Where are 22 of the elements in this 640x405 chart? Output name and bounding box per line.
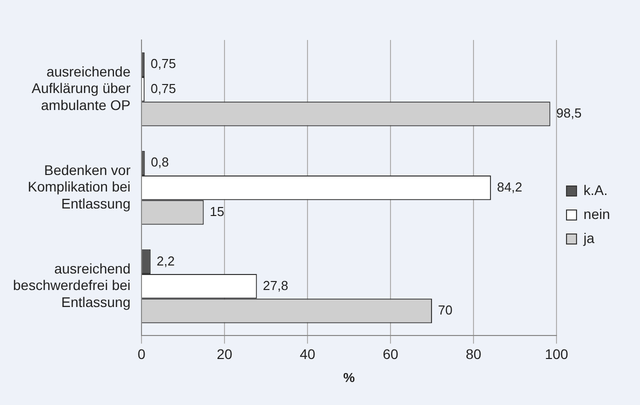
x-tick-label: 40 bbox=[300, 346, 316, 362]
y-tick-label: ausreichend beschwerdefrei bei Entlassung bbox=[12, 260, 131, 310]
legend-label: ja bbox=[582, 230, 595, 246]
data-label: 2,2 bbox=[156, 253, 175, 268]
y-tick-label: ausreichende Aufklärung über ambulante OP bbox=[32, 63, 131, 113]
data-label: 27,8 bbox=[262, 278, 288, 293]
x-axis-title: % bbox=[343, 370, 356, 385]
data-label: 0,75 bbox=[150, 56, 176, 72]
x-tick-label: 20 bbox=[216, 346, 233, 362]
data-label: 98,5 bbox=[556, 105, 582, 120]
data-label: 70 bbox=[438, 302, 452, 318]
y-tick-label: Bedenken vor Komplikation bei Entlassung bbox=[28, 162, 131, 212]
data-label: 0,75 bbox=[150, 80, 176, 96]
data-label: 84,2 bbox=[496, 179, 522, 194]
x-tick-label: 60 bbox=[382, 346, 399, 362]
x-tick-label: 0 bbox=[138, 346, 146, 362]
data-label: 0,8 bbox=[150, 154, 169, 170]
legend-label: nein bbox=[584, 206, 610, 222]
legend-label: k.A. bbox=[584, 182, 608, 198]
x-tick-label: 80 bbox=[466, 346, 482, 362]
x-tick-label: 100 bbox=[544, 346, 568, 362]
data-label: 15 bbox=[210, 204, 224, 220]
